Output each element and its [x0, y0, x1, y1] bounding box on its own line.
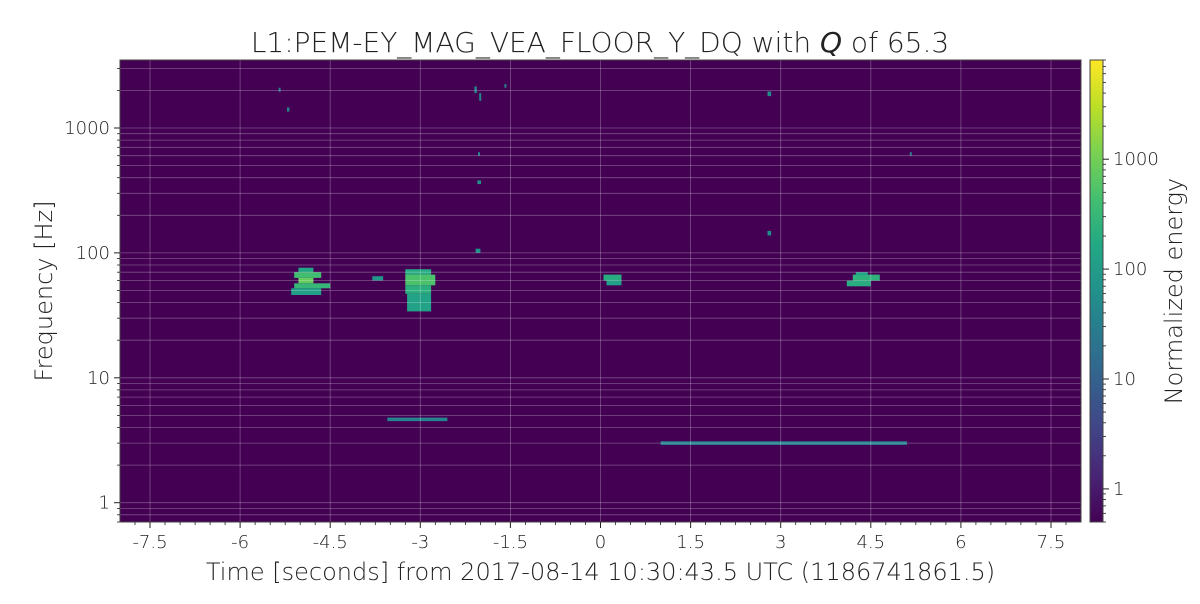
x-tick-label: 3	[775, 532, 786, 553]
energy-tile	[298, 267, 314, 273]
plot-background	[120, 60, 1081, 522]
title-q: Q	[820, 26, 842, 59]
energy-tile	[387, 417, 448, 422]
energy-tile	[852, 274, 880, 281]
energy-tile	[603, 274, 622, 281]
energy-tile	[291, 288, 322, 295]
energy-tile	[278, 87, 281, 92]
x-tick-label: 4.5	[856, 532, 885, 553]
x-tick-label: 1.5	[676, 532, 705, 553]
energy-tile	[477, 180, 481, 185]
x-tick-label: 0	[595, 532, 606, 553]
y-tick-label: 10	[87, 368, 110, 389]
x-tick-label: 7.5	[1037, 532, 1066, 553]
colorbar-label: Normalized energy	[1160, 178, 1188, 405]
title-prefix: L1:PEM-EY_MAG_VEA_FLOOR_Y_DQ with	[251, 26, 820, 60]
colorbar: 1 10 100 1000 Normalized energy	[1089, 59, 1188, 523]
energy-tile	[407, 293, 432, 312]
colorbar-tick-label: 1000	[1113, 149, 1159, 170]
chart-title: L1:PEM-EY_MAG_VEA_FLOOR_Y_DQ with Q of 6…	[251, 26, 949, 60]
energy-tile	[767, 91, 772, 97]
x-tick-label: -4.5	[313, 532, 348, 553]
y-axis-label: Frequency [Hz]	[30, 201, 58, 382]
energy-tile	[405, 274, 436, 286]
x-tick-label: -6	[231, 532, 249, 553]
title-suffix: of 65.3	[842, 26, 949, 59]
energy-tile	[372, 276, 384, 281]
energy-tile	[855, 272, 868, 276]
energy-tile	[846, 280, 871, 287]
colorbar-tick-label: 100	[1113, 259, 1147, 280]
y-tick-label: 1	[99, 493, 110, 514]
energy-tile	[298, 277, 314, 284]
energy-tile	[660, 441, 907, 445]
energy-tile	[474, 86, 477, 94]
x-axis-label: Time [seconds] from 2017-08-14 10:30:43.…	[206, 558, 995, 586]
energy-tile	[405, 269, 432, 275]
energy-tile	[504, 84, 507, 88]
x-tick-label: 6	[955, 532, 966, 553]
plot-area	[119, 59, 1082, 523]
energy-tile	[479, 93, 482, 101]
x-tick-label: -3	[411, 532, 429, 553]
colorbar-ticks: 1 10 100 1000	[1103, 59, 1159, 523]
x-tick-label: -7.5	[132, 532, 167, 553]
colorbar-tick-label: 10	[1113, 369, 1136, 390]
energy-tile	[478, 152, 480, 156]
y-axis-ticks: 1 10 100 1000	[64, 68, 120, 523]
colorbar-tick-label: 1	[1113, 479, 1124, 500]
energy-tile	[287, 107, 290, 112]
colorbar-gradient	[1089, 59, 1104, 523]
y-tick-label: 1000	[64, 118, 110, 139]
grid-lines	[120, 60, 1081, 523]
energy-tile	[909, 152, 912, 156]
energy-tiles	[278, 84, 912, 445]
y-tick-label: 100	[76, 243, 110, 264]
energy-tile	[767, 230, 772, 236]
energy-tile	[405, 285, 432, 294]
energy-tile	[294, 283, 331, 289]
energy-tile	[294, 272, 322, 278]
x-tick-label: -1.5	[493, 532, 528, 553]
energy-tile	[606, 280, 622, 286]
x-axis-ticks: -7.5 -6 -4.5 -3 -1.5 0 1.5 3 4.5 6 7.5	[132, 522, 1067, 553]
energy-tile	[475, 248, 481, 253]
